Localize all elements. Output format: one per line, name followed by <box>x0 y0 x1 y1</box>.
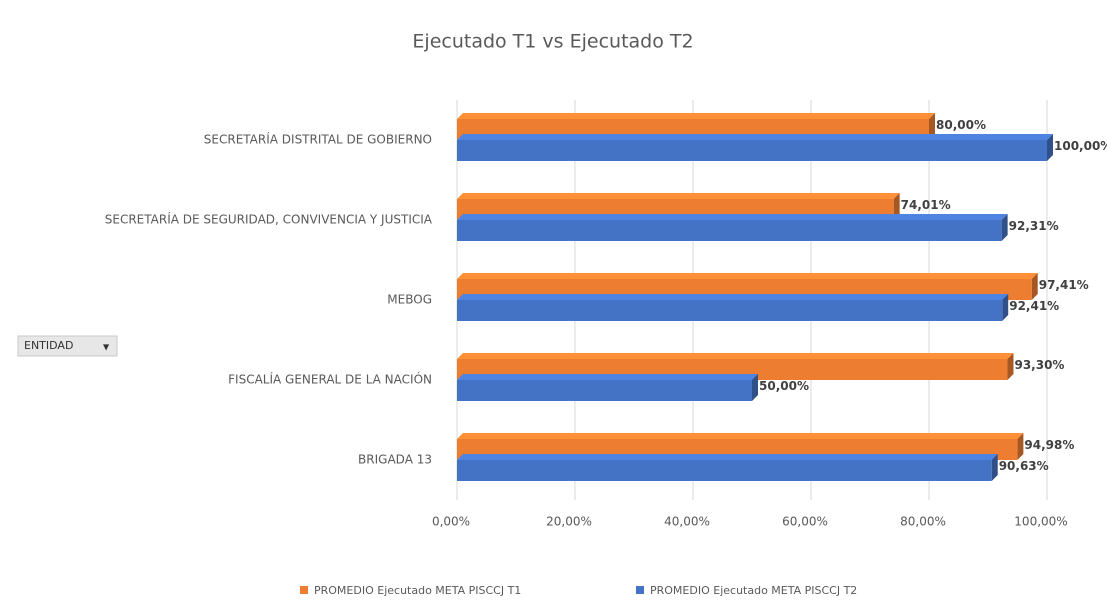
x-tick-label: 40,00% <box>664 515 710 529</box>
bar <box>457 140 1047 161</box>
value-label: 93,30% <box>1014 358 1064 372</box>
value-label: 74,01% <box>901 198 951 212</box>
bar-side <box>1031 273 1038 300</box>
y-tick-label: SECRETARÍA DISTRITAL DE GOBIERNO <box>204 132 432 147</box>
bar-side <box>1001 214 1008 241</box>
bar-top <box>457 454 998 460</box>
chart-title: Ejecutado T1 vs Ejecutado T2 <box>412 31 693 53</box>
bar-top <box>457 294 1009 300</box>
y-tick-label: SECRETARÍA DE SEGURIDAD, CONVIVENCIA Y J… <box>105 212 433 227</box>
x-tick-label: 100,00% <box>1014 515 1067 529</box>
bar-side <box>1017 433 1024 460</box>
y-tick-label: BRIGADA 13 <box>358 453 432 467</box>
field-button[interactable] <box>17 335 118 357</box>
bar-top <box>457 214 1008 220</box>
bar-top <box>457 273 1038 279</box>
bar <box>457 380 752 401</box>
value-label: 100,00% <box>1054 139 1107 153</box>
bar-top <box>457 374 758 380</box>
value-label: 92,31% <box>1009 219 1059 233</box>
legend-swatch <box>636 586 644 594</box>
bar-top <box>457 113 935 119</box>
value-label: 50,00% <box>759 379 809 393</box>
bar-top <box>457 353 1014 359</box>
bar-side <box>1007 353 1014 380</box>
bar-side <box>1047 134 1053 161</box>
x-tick-label: 80,00% <box>900 515 946 529</box>
value-label: 94,98% <box>1024 438 1074 452</box>
y-tick-label: FISCALÍA GENERAL DE LA NACIÓN <box>228 372 432 387</box>
x-tick-label: 60,00% <box>782 515 828 529</box>
bar-top <box>457 433 1024 439</box>
bar-side <box>1002 294 1009 321</box>
value-label: 97,41% <box>1039 278 1089 292</box>
value-label: 90,63% <box>999 459 1049 473</box>
value-label: 80,00% <box>936 118 986 132</box>
legend-label: PROMEDIO Ejecutado META PISCCJ T2 <box>650 584 857 597</box>
field-button-arrow[interactable]: ▼ <box>103 343 110 352</box>
bar <box>457 220 1002 241</box>
value-label: 92,41% <box>1009 299 1059 313</box>
y-tick-label: MEBOG <box>387 293 432 307</box>
x-tick-label: 0,00% <box>432 515 470 529</box>
bar-top <box>457 193 900 199</box>
x-tick-label: 20,00% <box>546 515 592 529</box>
field-button-label[interactable]: ENTIDAD <box>24 339 73 352</box>
bar-side <box>929 113 935 140</box>
bar <box>457 300 1003 321</box>
legend-swatch <box>300 586 308 594</box>
legend-label: PROMEDIO Ejecutado META PISCCJ T1 <box>314 584 521 597</box>
bar-side <box>991 454 998 481</box>
bar-top <box>457 134 1053 140</box>
bar <box>457 460 992 481</box>
bar-side <box>752 374 758 401</box>
bar-side <box>893 193 900 220</box>
